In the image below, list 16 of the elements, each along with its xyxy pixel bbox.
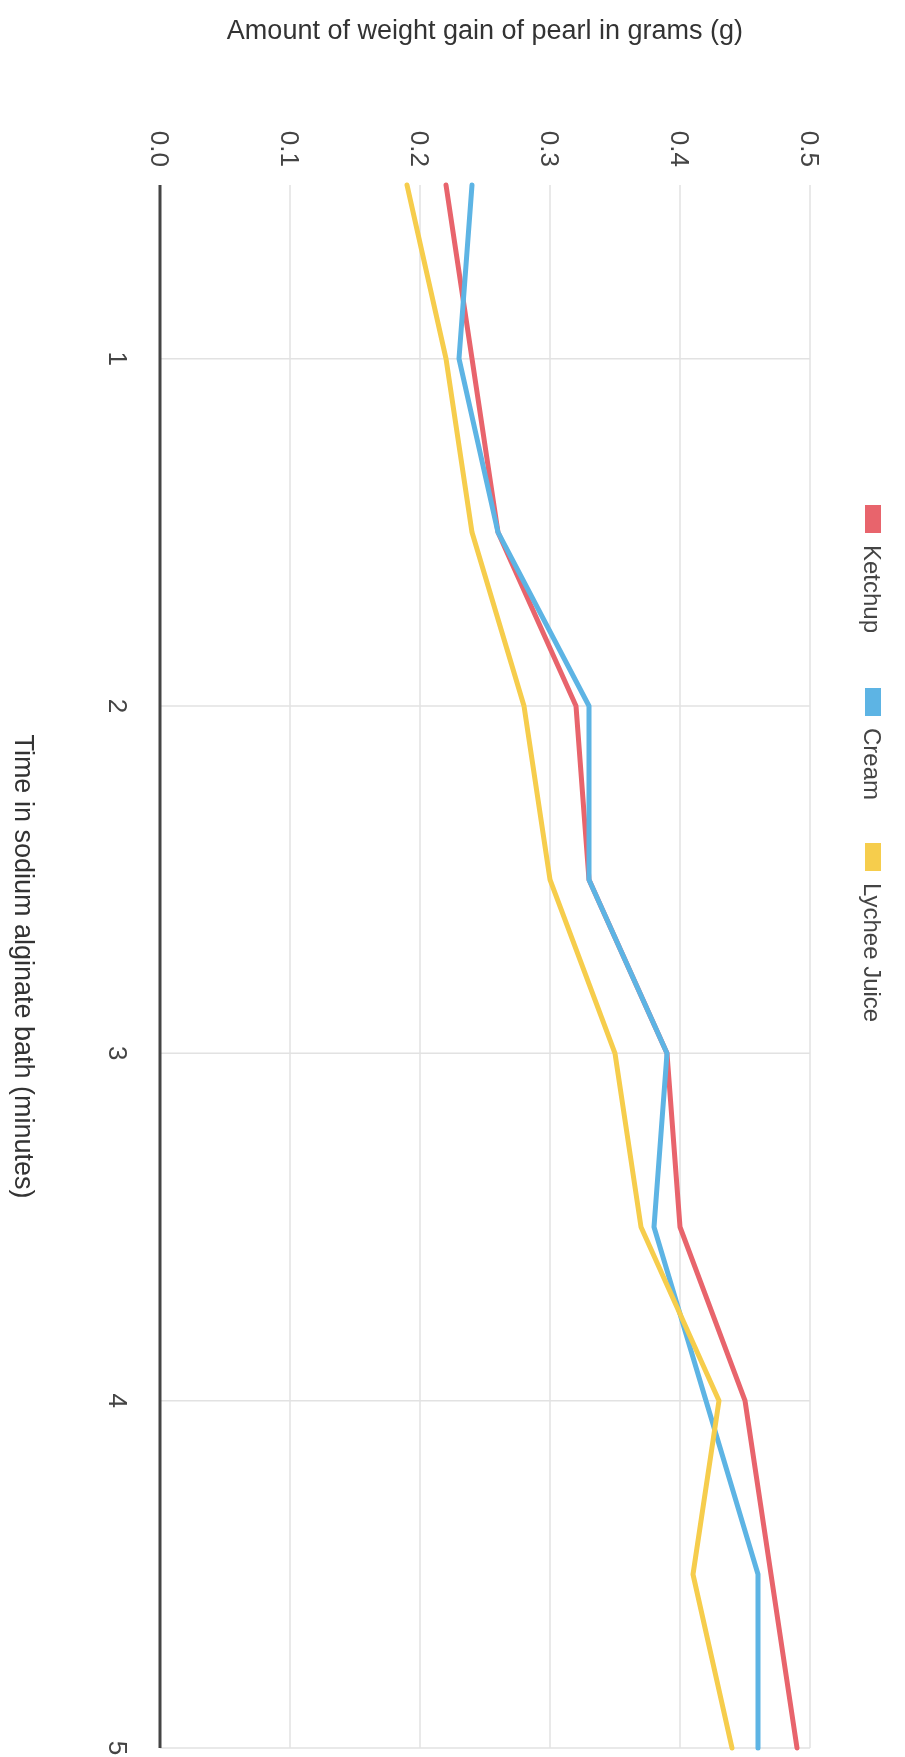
legend-label: Cream [858, 728, 886, 801]
x-tick-label: 0.3 [534, 130, 565, 167]
x-tick-label: 0.4 [664, 130, 695, 167]
x-tick-label: 0.2 [404, 130, 435, 167]
y-tick-label: 1 [102, 351, 133, 366]
y-tick-label: 5 [102, 1740, 133, 1756]
legend-label: Ketchup [858, 545, 886, 634]
x-axis-title: Amount of weight gain of pearl in grams (g) [226, 15, 744, 46]
y-tick-label: 3 [102, 1046, 133, 1061]
legend-label: Lychee Juice [858, 883, 886, 1023]
x-tick-label: 0.1 [274, 130, 305, 167]
x-tick-label: 0.0 [144, 130, 175, 167]
y-tick-label: 2 [102, 698, 133, 714]
y-axis-title: Time in sodium alginate bath (minutes) [8, 734, 39, 1199]
y-tick-label: 4 [102, 1393, 133, 1408]
x-tick-label: 0.5 [794, 130, 825, 167]
